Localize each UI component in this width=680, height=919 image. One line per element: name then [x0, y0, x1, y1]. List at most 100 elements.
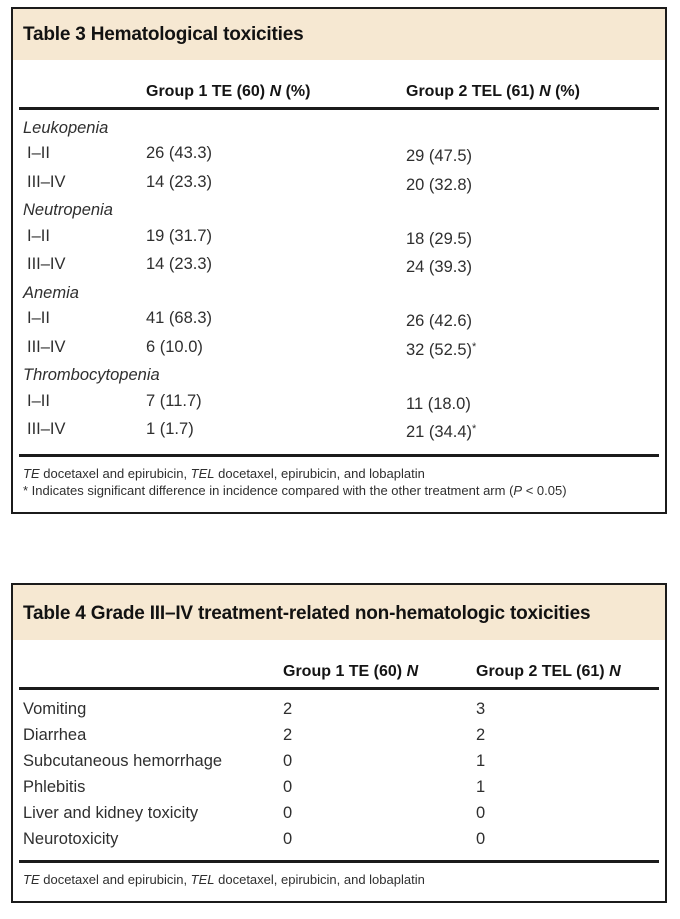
table-row: Phlebitis 0 1	[23, 774, 655, 800]
table3-col-header-group2: Group 2 TEL (61) N (%)	[406, 82, 655, 101]
table-row: III–IV 14 (23.3) 20 (32.8)	[23, 170, 655, 199]
value-text: 20 (32.8)	[406, 175, 473, 194]
table3-col-header-group1: Group 1 TE (60) N (%)	[146, 82, 406, 101]
row-label: III–IV	[27, 420, 66, 439]
section-label: Neutropenia	[23, 201, 113, 220]
value-group2: 1	[476, 752, 486, 771]
table3-header-rule	[19, 106, 659, 110]
value-group2: 0	[476, 830, 486, 849]
table-row: III–IV 6 (10.0) 32 (52.5)*	[23, 335, 655, 364]
row-label: I–II	[27, 144, 50, 163]
header-text: (%)	[550, 82, 580, 100]
row-label: III–IV	[27, 255, 66, 274]
table4-col-header-group2: Group 2 TEL (61) N	[476, 662, 655, 681]
table3-title-band: Table 3 Hematological toxicities	[13, 9, 665, 60]
n-symbol: N	[539, 82, 551, 100]
header-spacer	[23, 82, 146, 101]
p-value-symbol: P	[513, 483, 523, 499]
row-label: III–IV	[27, 337, 66, 356]
row-label: III–IV	[27, 172, 66, 191]
table-row: I–II 26 (43.3) 29 (47.5)	[23, 141, 655, 170]
table-row: I–II 7 (11.7) 11 (18.0)	[23, 389, 655, 418]
value-text: 21 (34.4)	[406, 423, 473, 442]
section-row: Leukopenia	[23, 116, 655, 142]
table3-body: Leukopenia I–II 26 (43.3) 29 (47.5) III–…	[13, 110, 665, 454]
abbr-te: TE	[23, 872, 40, 888]
row-label: I–II	[27, 309, 50, 328]
table4-column-header-row: Group 1 TE (60) N Group 2 TEL (61) N	[13, 640, 665, 687]
table4-card: Table 4 Grade III–IV treatment-related n…	[11, 582, 667, 903]
table-row: III–IV 14 (23.3) 24 (39.3)	[23, 252, 655, 281]
table3-title: Table 3 Hematological toxicities	[23, 24, 304, 45]
abbr-tel: TEL	[190, 465, 215, 481]
value-group2: 32 (52.5)*	[406, 335, 655, 364]
section-row: Thrombocytopenia	[23, 363, 655, 389]
significance-marker: *	[472, 423, 477, 436]
value-group1: 14 (23.3)	[146, 255, 213, 274]
footnote-significance: * Indicates significant difference in in…	[23, 482, 655, 500]
value-text: 32 (52.5)	[406, 340, 473, 359]
table3-card: Table 3 Hematological toxicities Group 1…	[11, 7, 667, 514]
footnote-text: < 0.05)	[522, 483, 567, 499]
table-row: I–II 19 (31.7) 18 (29.5)	[23, 224, 655, 253]
footnote-text: * Indicates significant difference in in…	[23, 483, 514, 499]
footnote-text: docetaxel, epirubicin, and lobaplatin	[214, 465, 425, 481]
value-group1: 0	[283, 804, 293, 823]
header-text: Group 1 TE (60)	[146, 82, 270, 100]
row-label: Phlebitis	[23, 778, 86, 797]
value-group2: 18 (29.5)	[406, 224, 655, 253]
row-label: Neurotoxicity	[23, 830, 119, 849]
n-symbol: N	[609, 663, 621, 681]
header-spacer	[23, 662, 283, 681]
table-row: Liver and kidney toxicity 0 0	[23, 800, 655, 826]
table-row: III–IV 1 (1.7) 21 (34.4)*	[23, 417, 655, 446]
row-label: Vomiting	[23, 700, 87, 719]
header-text: (%)	[281, 82, 311, 100]
value-group1: 6 (10.0)	[146, 337, 203, 356]
value-group1: 19 (31.7)	[146, 226, 213, 245]
value-text: 29 (47.5)	[406, 147, 473, 166]
footnote-abbreviations: TE docetaxel and epirubicin, TEL docetax…	[23, 465, 655, 483]
value-text: 18 (29.5)	[406, 229, 473, 248]
table4-footnotes: TE docetaxel and epirubicin, TEL docetax…	[13, 863, 665, 901]
table-row: Subcutaneous hemorrhage 0 1	[23, 748, 655, 774]
row-label: I–II	[27, 226, 50, 245]
footnote-text: docetaxel and epirubicin,	[39, 872, 191, 888]
table4-body: Vomiting 2 3 Diarrhea 2 2 Subcutaneous h…	[13, 690, 665, 860]
table-row: Diarrhea 2 2	[23, 722, 655, 748]
value-group1: 2	[283, 726, 293, 745]
value-group2: 29 (47.5)	[406, 141, 655, 170]
table3-footer-rule	[19, 453, 659, 457]
row-label: Diarrhea	[23, 726, 87, 745]
value-group1: 14 (23.3)	[146, 172, 213, 191]
value-group2: 0	[476, 804, 486, 823]
abbr-te: TE	[23, 465, 40, 481]
n-symbol: N	[406, 663, 419, 681]
section-label: Thrombocytopenia	[23, 366, 160, 385]
footnote-abbreviations: TE docetaxel and epirubicin, TEL docetax…	[23, 871, 655, 889]
value-group2: 26 (42.6)	[406, 306, 655, 335]
value-group1: 2	[283, 700, 293, 719]
value-group1: 1 (1.7)	[146, 420, 194, 439]
table4-header-rule	[19, 687, 659, 691]
section-label: Leukopenia	[23, 118, 109, 137]
table-row: Vomiting 2 3	[23, 696, 655, 722]
value-group2: 1	[476, 778, 486, 797]
table3-column-header-row: Group 1 TE (60) N (%) Group 2 TEL (61) N…	[13, 60, 665, 107]
table-row: Neurotoxicity 0 0	[23, 826, 655, 852]
value-group2: 3	[476, 700, 486, 719]
table4-title-band: Table 4 Grade III–IV treatment-related n…	[13, 584, 665, 641]
table-row: I–II 41 (68.3) 26 (42.6)	[23, 306, 655, 335]
row-label: I–II	[27, 391, 50, 410]
value-group2: 21 (34.4)*	[406, 417, 655, 446]
value-text: 26 (42.6)	[406, 312, 473, 331]
header-text: Group 2 TEL (61)	[476, 663, 610, 681]
abbr-tel: TEL	[190, 872, 215, 888]
n-symbol: N	[269, 82, 282, 100]
value-group1: 0	[283, 752, 293, 771]
row-label: Liver and kidney toxicity	[23, 804, 199, 823]
page: { "colors": { "band_beige": "#f6e8d2", "…	[0, 7, 680, 919]
value-group1: 7 (11.7)	[146, 391, 202, 410]
value-group2: 2	[476, 726, 486, 745]
value-group2: 11 (18.0)	[406, 389, 655, 418]
